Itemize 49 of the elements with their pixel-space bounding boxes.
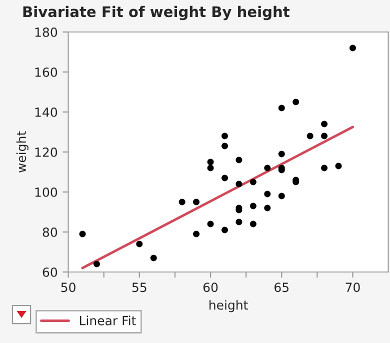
- point: [278, 104, 285, 112]
- y-tick-label: 160: [35, 67, 58, 77]
- point: [193, 198, 200, 206]
- point: [250, 220, 256, 228]
- point: [150, 254, 157, 262]
- y-tick-label: 80: [42, 227, 58, 237]
- point: [178, 198, 186, 206]
- x-tick-label: 55: [132, 282, 146, 292]
- x-tick-label: 50: [61, 282, 76, 292]
- point: [278, 150, 285, 158]
- point: [250, 178, 256, 186]
- legend-label: Linear Fit: [80, 316, 136, 326]
- y-axis-title: weight: [16, 131, 28, 173]
- point: [321, 132, 328, 140]
- x-tick-label: 60: [203, 282, 218, 292]
- point: [236, 218, 242, 226]
- x-tick-label: 70: [346, 282, 360, 292]
- y-tick-label: 140: [35, 107, 58, 117]
- point: [264, 190, 271, 198]
- point: [221, 226, 228, 234]
- point: [93, 260, 100, 268]
- point: [207, 220, 214, 228]
- point: [264, 204, 271, 212]
- point: [292, 98, 300, 106]
- point: [264, 164, 271, 172]
- point: [278, 192, 285, 200]
- point: [221, 142, 228, 150]
- y-tick-label: 180: [35, 27, 58, 37]
- point: [349, 44, 356, 52]
- x-axis-title: height: [210, 300, 248, 312]
- y-tick-label: 100: [35, 187, 58, 197]
- point: [306, 132, 314, 140]
- point: [236, 180, 242, 188]
- point: [321, 164, 328, 172]
- chart-title: Bivariate Fit of weight By height: [23, 6, 290, 20]
- point: [321, 120, 328, 128]
- point: [250, 202, 256, 210]
- x-tick-label: 65: [274, 282, 288, 292]
- point: [79, 230, 86, 238]
- y-tick-label: 120: [35, 147, 58, 157]
- point: [335, 162, 342, 170]
- point: [207, 158, 214, 166]
- point: [236, 156, 242, 164]
- point: [221, 174, 228, 182]
- point: [193, 230, 200, 238]
- point: [207, 164, 214, 172]
- y-tick-label: 60: [42, 267, 58, 277]
- point: [221, 132, 228, 140]
- point: [136, 240, 143, 248]
